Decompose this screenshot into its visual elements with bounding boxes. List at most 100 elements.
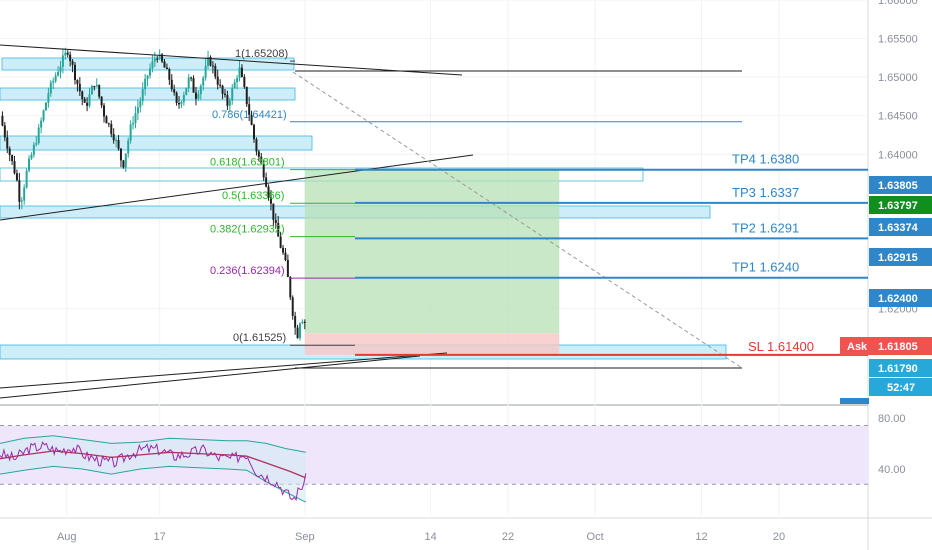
candle-body	[279, 236, 282, 248]
profit-zone	[304, 169, 560, 334]
candle-body	[52, 81, 55, 83]
candle-body	[269, 197, 272, 204]
candle-body	[245, 86, 248, 105]
fib-level-label: 0.786(1.64421)	[212, 109, 287, 121]
candle-body	[23, 187, 26, 201]
candle-body	[291, 297, 294, 316]
candle-body	[153, 58, 156, 62]
candle-body	[35, 143, 38, 145]
candle-body	[1, 115, 4, 126]
candle-body	[115, 140, 118, 142]
candle-body	[127, 140, 130, 154]
candle-body	[76, 80, 79, 84]
candle-body	[216, 76, 219, 85]
candle-body	[211, 65, 214, 67]
price-tag-text: 1.61790	[878, 363, 918, 375]
fib-level-label: 0.236(1.62394)	[210, 265, 285, 277]
candle-body	[194, 92, 197, 99]
candle-body	[163, 61, 166, 68]
candle-body	[219, 84, 222, 86]
candle-body	[25, 170, 28, 188]
candle-body	[54, 75, 57, 82]
price-tag-box	[869, 196, 932, 214]
price-tick-label: 1.65500	[878, 34, 918, 46]
price-candles	[1, 47, 306, 341]
candle-body	[296, 327, 299, 339]
candle-body	[71, 61, 74, 65]
candle-body	[192, 78, 195, 93]
candle-body	[88, 94, 91, 106]
price-tag-text: 1.61805	[878, 341, 918, 353]
candle-body	[173, 89, 176, 93]
price-tag-box	[869, 337, 932, 355]
candle-body	[267, 186, 270, 198]
candle-body	[185, 87, 188, 95]
candle-body	[119, 148, 122, 161]
candle-body	[42, 110, 45, 121]
candle-body	[95, 84, 98, 87]
fib-level-label: 0.618(1.63801)	[210, 157, 285, 169]
price-tick-label: 1.65000	[878, 72, 918, 84]
rsi-bollinger-fill	[0, 435, 306, 503]
candle-body	[294, 315, 297, 328]
candle-body	[3, 125, 6, 138]
candle-body	[18, 180, 21, 202]
candle-body	[274, 219, 277, 223]
axis-marker	[840, 398, 869, 404]
take-profit-label: TP3 1.6337	[732, 185, 799, 200]
candle-body	[105, 116, 108, 124]
ask-tag-box	[840, 337, 869, 355]
candle-body	[32, 144, 35, 155]
candle-body	[122, 160, 125, 168]
candle-body	[90, 86, 93, 95]
countdown-box	[869, 378, 932, 396]
rsi-tick-label: 80.00	[878, 413, 906, 425]
candle-body	[180, 101, 183, 105]
fib-level-label: 1(1.65208)	[235, 48, 288, 60]
time-tick-label: 22	[502, 531, 514, 543]
rsi-line	[0, 441, 307, 502]
candle-body	[37, 127, 40, 144]
loss-zone	[304, 333, 560, 355]
candle-body	[44, 102, 47, 111]
candle-body	[66, 52, 69, 55]
fibonacci-retracement[interactable]: 1(1.65208) 0.786(1.64421) 0.618(1.63801) 0.…	[210, 48, 742, 346]
price-tag-text: 1.63797	[878, 200, 918, 212]
candle-body	[277, 222, 280, 237]
candle-body	[93, 86, 96, 88]
candle-body	[255, 139, 258, 152]
take-profit-stop-loss-levels[interactable]: TP4 1.6380 TP3 1.6337 TP2 1.6291 TP1 1.6240…	[355, 152, 868, 356]
candle-body	[64, 52, 67, 56]
candle-body	[199, 85, 202, 95]
candle-body	[226, 95, 229, 106]
candle-body	[253, 124, 256, 140]
price-tag-box	[869, 218, 932, 236]
rsi-lower-band	[0, 465, 307, 503]
countdown-text: 52:47	[887, 382, 915, 394]
candle-body	[15, 173, 18, 181]
fib-level-label: 0(1.61525)	[233, 332, 286, 344]
price-tick-label: 1.64000	[878, 149, 918, 161]
candle-body	[83, 99, 86, 103]
candle-body	[197, 94, 200, 99]
candle-body	[209, 57, 212, 66]
time-tick-label: 20	[773, 531, 785, 543]
candle-body	[132, 123, 135, 125]
candle-body	[98, 84, 101, 97]
stop-loss-label: SL 1.61400	[748, 339, 814, 354]
candle-body	[103, 105, 106, 117]
price-tag-box	[869, 359, 932, 377]
candle-body	[182, 94, 185, 102]
candle-body	[262, 163, 265, 178]
long-position-tool[interactable]	[304, 169, 560, 355]
candle-body	[49, 82, 52, 94]
time-tick-label: 14	[424, 531, 436, 543]
candle-body	[146, 75, 149, 79]
candle-body	[221, 85, 224, 94]
time-tick-label: 17	[154, 531, 166, 543]
take-profit-label: TP2 1.6291	[732, 220, 799, 235]
candle-body	[107, 123, 110, 125]
candle-body	[144, 78, 147, 90]
candle-body	[248, 104, 251, 115]
